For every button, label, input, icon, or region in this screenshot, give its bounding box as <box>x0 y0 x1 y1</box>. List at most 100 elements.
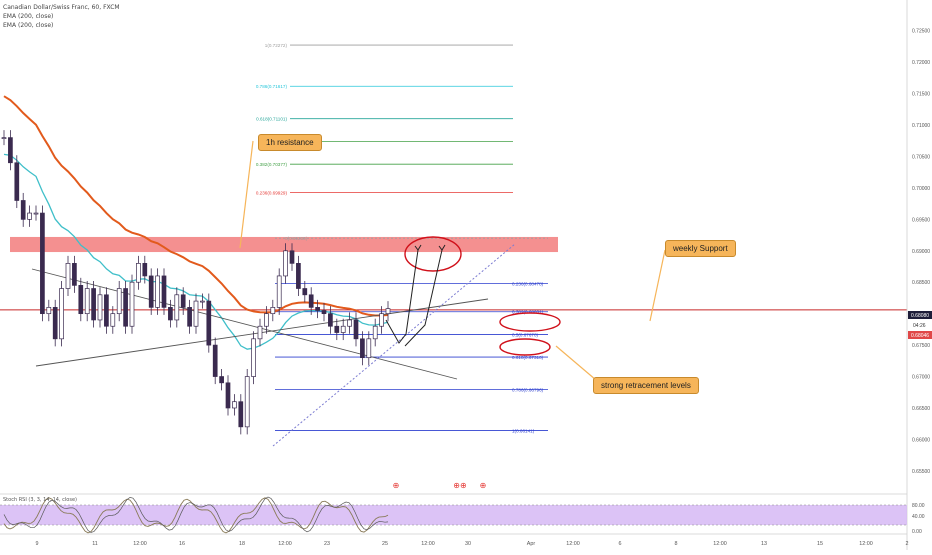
candle-body <box>360 338 365 359</box>
candle <box>40 205 45 322</box>
candle <box>340 318 346 341</box>
candle <box>46 299 52 322</box>
candle <box>212 337 218 385</box>
candle-body <box>27 212 32 220</box>
candle-body <box>174 294 180 321</box>
projection-arrow-1-head <box>414 244 422 251</box>
candle-body <box>187 307 192 327</box>
candle <box>148 268 154 315</box>
fib50-ellipse <box>499 338 551 356</box>
candle-body <box>129 281 135 327</box>
candle <box>276 268 282 315</box>
candle-body <box>225 382 231 409</box>
candle-body <box>264 313 269 327</box>
fib-trendline <box>272 243 516 447</box>
fib-level-label: 0.382(0.70377) <box>256 162 288 167</box>
symbol-title: Canadian Dollar/Swiss Franc, 60, FXCM <box>3 4 120 11</box>
candle-body <box>116 288 122 315</box>
retracement-pointer <box>555 345 597 381</box>
ema-legend-2: EMA (200, close) <box>3 22 54 29</box>
price-tick-label: 0.65500 <box>912 469 930 475</box>
candle <box>328 306 333 334</box>
candle <box>123 280 128 334</box>
candle-body <box>315 307 320 311</box>
candle <box>372 318 378 347</box>
candle-body <box>40 212 45 315</box>
event-marker-icon: ⊕ <box>393 481 400 490</box>
resistance-callout[interactable]: 1h resistance <box>258 134 322 151</box>
candle <box>27 205 32 227</box>
time-tick-label: 16 <box>179 541 185 547</box>
candle <box>289 243 295 271</box>
price-tick-label: 0.66500 <box>912 406 930 412</box>
fib-level-label: 0(0.69200) <box>285 236 308 241</box>
fib382-ellipse <box>499 312 561 332</box>
price-tick-label: 0.69000 <box>912 249 930 255</box>
candle <box>129 274 135 334</box>
candle-body <box>161 275 167 308</box>
rsi-band <box>0 505 907 525</box>
candle-body <box>353 319 359 340</box>
candle <box>104 287 109 334</box>
candle <box>347 312 352 334</box>
rsi-d-line <box>3 496 389 533</box>
candle <box>1 130 7 146</box>
candle <box>136 255 141 290</box>
candle-body <box>142 263 148 277</box>
candle <box>353 312 359 347</box>
candle <box>334 318 340 341</box>
candle-body <box>321 310 327 315</box>
candle <box>238 394 244 435</box>
candle-body <box>289 250 295 264</box>
price-tick-label: 0.71500 <box>912 92 930 98</box>
candle <box>20 192 26 227</box>
projection-arrow-2-head <box>438 244 446 251</box>
rsi-level-label: 0.00 <box>912 529 922 535</box>
candle <box>174 287 180 328</box>
fib-level-label: 0.786(0.71617) <box>256 84 288 89</box>
candle-body <box>1 137 7 139</box>
candle-body <box>334 325 340 333</box>
candle <box>110 306 116 334</box>
candle-body <box>340 325 346 333</box>
fib-level-label: 0.236(0.69929) <box>256 190 288 195</box>
candle-body <box>379 313 384 327</box>
candle-body <box>104 294 109 327</box>
candle <box>52 299 58 347</box>
time-tick-label: 12:00 <box>713 541 727 547</box>
candle-body <box>232 401 237 409</box>
candle-body <box>347 319 352 327</box>
candle <box>193 293 199 334</box>
candle <box>385 301 391 322</box>
candle-body <box>97 294 103 321</box>
fib-level-label: 0.786(0.66796) <box>512 387 544 392</box>
event-marker-icon: ⊕⊕ <box>453 481 466 490</box>
price-tick-label: 0.72000 <box>912 60 930 66</box>
candle-body <box>200 300 205 303</box>
candle <box>296 255 301 297</box>
price-tick-label: 0.68500 <box>912 280 930 286</box>
candle-body <box>219 376 224 384</box>
candle-body <box>91 288 96 321</box>
candle <box>251 331 256 385</box>
candle-body <box>180 294 186 308</box>
candle-body <box>59 288 64 340</box>
resistance-pointer <box>239 140 254 249</box>
candle <box>315 299 320 319</box>
retracement-callout[interactable]: strong retracement levels <box>593 377 699 394</box>
candle <box>225 375 231 416</box>
time-tick-label: Apr <box>527 541 536 547</box>
time-tick-label: 12:00 <box>133 541 147 547</box>
candle-body <box>84 288 90 315</box>
rsi-k-line <box>3 497 389 534</box>
support-callout[interactable]: weekly Support <box>665 240 736 257</box>
candle-body <box>366 338 372 359</box>
candle <box>91 280 96 328</box>
candle <box>8 130 13 171</box>
candle-body <box>14 162 20 201</box>
candle <box>270 299 276 322</box>
candle-body <box>168 307 173 321</box>
candle-body <box>123 288 128 327</box>
